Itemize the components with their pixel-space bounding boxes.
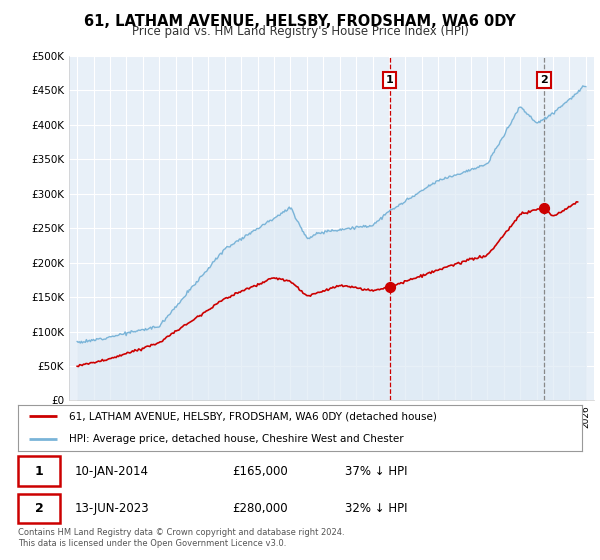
Text: 10-JAN-2014: 10-JAN-2014 xyxy=(74,465,148,478)
Text: 2: 2 xyxy=(35,502,44,515)
Text: HPI: Average price, detached house, Cheshire West and Chester: HPI: Average price, detached house, Ches… xyxy=(69,435,403,444)
FancyBboxPatch shape xyxy=(18,493,60,523)
Text: 13-JUN-2023: 13-JUN-2023 xyxy=(74,502,149,515)
Point xyxy=(385,282,394,291)
Point xyxy=(539,203,549,212)
Text: 2: 2 xyxy=(540,75,548,85)
Text: £165,000: £165,000 xyxy=(232,465,288,478)
Text: £280,000: £280,000 xyxy=(232,502,288,515)
Text: 1: 1 xyxy=(386,75,394,85)
Text: 61, LATHAM AVENUE, HELSBY, FRODSHAM, WA6 0DY: 61, LATHAM AVENUE, HELSBY, FRODSHAM, WA6… xyxy=(84,14,516,29)
Text: 37% ↓ HPI: 37% ↓ HPI xyxy=(345,465,407,478)
Text: 61, LATHAM AVENUE, HELSBY, FRODSHAM, WA6 0DY (detached house): 61, LATHAM AVENUE, HELSBY, FRODSHAM, WA6… xyxy=(69,412,437,421)
Text: Price paid vs. HM Land Registry's House Price Index (HPI): Price paid vs. HM Land Registry's House … xyxy=(131,25,469,38)
FancyBboxPatch shape xyxy=(18,456,60,486)
Text: 1: 1 xyxy=(35,465,44,478)
Text: 32% ↓ HPI: 32% ↓ HPI xyxy=(345,502,407,515)
Text: Contains HM Land Registry data © Crown copyright and database right 2024.
This d: Contains HM Land Registry data © Crown c… xyxy=(18,528,344,548)
